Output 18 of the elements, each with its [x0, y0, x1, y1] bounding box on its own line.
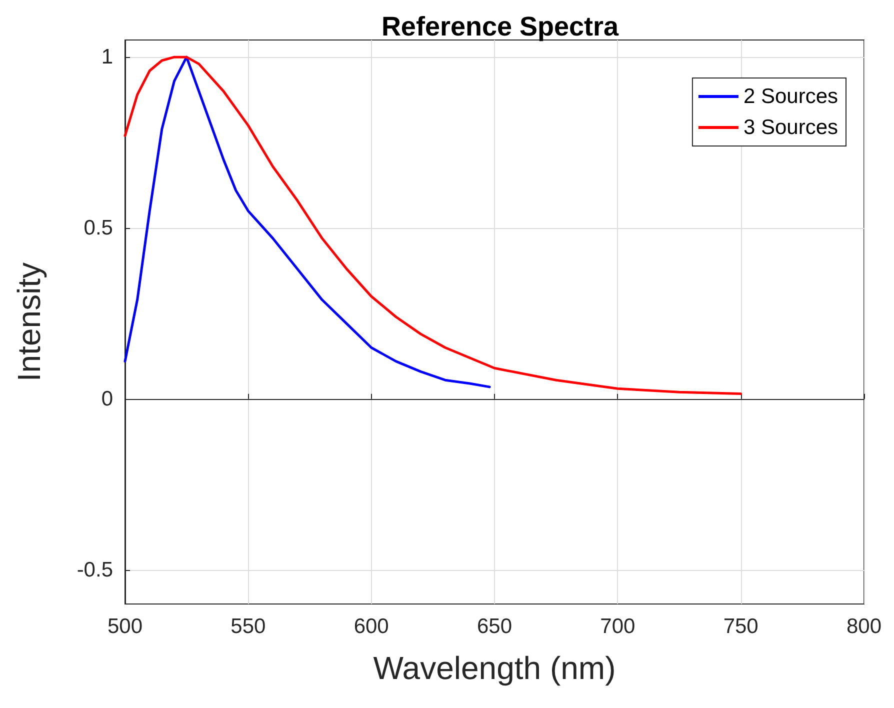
y-tick-label: 0 — [101, 387, 113, 410]
x-tick-label: 750 — [723, 615, 758, 638]
x-tick-label: 700 — [600, 615, 636, 638]
line-series — [124, 56, 742, 396]
y-tick-label: -0.5 — [76, 558, 113, 582]
y-tick-label: 1 — [101, 46, 113, 69]
y-tick-label: 0.5 — [84, 216, 113, 240]
legend-label: 2 Sources — [743, 85, 838, 108]
x-tick-label: 650 — [476, 615, 512, 638]
legend-label: 3 Sources — [743, 116, 838, 139]
x-tick-label: 550 — [230, 615, 266, 638]
x-tick-label: 500 — [107, 615, 143, 638]
y-axis-title: Intensity — [11, 262, 47, 382]
line-series — [124, 56, 491, 388]
chart-title: Reference Spectra — [381, 12, 620, 42]
x-tick-label: 600 — [354, 615, 389, 638]
x-tick-label: 800 — [846, 615, 882, 638]
x-axis-title: Wavelength (nm) — [373, 650, 616, 686]
